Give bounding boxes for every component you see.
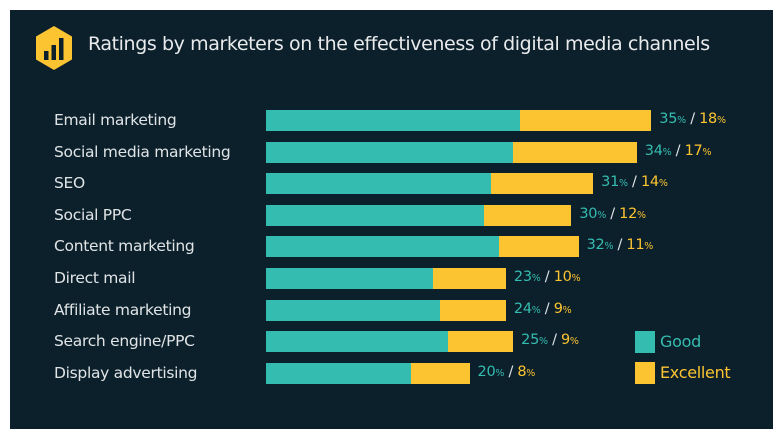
data-label-excellent: 17% [684, 142, 712, 159]
data-label-good: 24% [513, 300, 541, 317]
bar-excellent [440, 299, 506, 321]
category-label: Social media marketing [54, 142, 231, 161]
bar-good [266, 331, 448, 353]
category-label: Affiliate marketing [54, 300, 192, 319]
category-label: Direct mail [54, 269, 136, 287]
bar-good [266, 362, 412, 384]
data-label-separator: / [613, 237, 627, 254]
chart-title: Ratings by marketers on the effectivenes… [88, 33, 710, 55]
data-label-separator: / [504, 363, 518, 380]
data-label-excellent: 18% [699, 111, 726, 127]
data-label-good: 31% [601, 174, 628, 191]
data-label: 20% / 8% [477, 363, 536, 380]
data-label-good: 30% [579, 205, 606, 222]
bar-excellent [484, 204, 572, 226]
data-label-good: 23% [513, 269, 541, 285]
data-label-good: 35% [659, 111, 686, 127]
data-label-separator: / [540, 269, 554, 285]
bar-excellent [491, 173, 594, 195]
bar-good [266, 173, 492, 195]
category-label: Search engine/PPC [54, 332, 195, 351]
data-label-excellent: 11% [626, 237, 654, 254]
bar-good [266, 110, 521, 131]
data-label-excellent: 8% [517, 363, 536, 380]
legend-swatch-good [635, 331, 655, 353]
bar-excellent [433, 268, 506, 289]
data-label-good: 25% [521, 332, 548, 349]
data-label-separator: / [605, 205, 620, 222]
bar-excellent [411, 362, 470, 384]
data-label: 31% / 14% [601, 174, 668, 191]
bar-excellent [513, 141, 637, 163]
data-label-separator: / [671, 142, 685, 159]
data-label-excellent: 14% [640, 174, 668, 191]
data-label: 35% / 18% [659, 111, 726, 127]
data-label-separator: / [540, 300, 554, 317]
bar-excellent [520, 110, 652, 131]
category-label: SEO [54, 174, 85, 193]
data-label-excellent: 9% [560, 332, 579, 349]
data-label-separator: / [627, 174, 641, 191]
bar-chart-hexagon-icon [36, 26, 72, 70]
bar-excellent [447, 331, 514, 353]
data-label-good: 20% [477, 363, 505, 380]
data-label: 24% / 9% [513, 300, 572, 317]
bar-excellent [498, 236, 579, 258]
bar-good [266, 299, 441, 321]
data-label-excellent: 10% [553, 269, 581, 285]
bar-good [266, 204, 485, 226]
data-label: 25% / 9% [521, 332, 579, 349]
category-label: Display advertising [54, 363, 198, 382]
category-label: Social PPC [54, 205, 132, 224]
bar-good [266, 141, 514, 163]
category-label: Email marketing [54, 111, 177, 129]
data-label-excellent: 12% [619, 205, 646, 222]
data-label-separator: / [685, 111, 700, 127]
legend-label-excellent: Excellent [660, 363, 731, 382]
legend-swatch-excellent [635, 362, 655, 384]
data-label: 23% / 10% [513, 269, 581, 285]
data-label-separator: / [547, 332, 561, 349]
data-label-excellent: 9% [553, 300, 572, 317]
data-label: 30% / 12% [579, 205, 646, 222]
data-label-good: 34% [644, 142, 672, 159]
category-label: Content marketing [54, 237, 195, 256]
legend-label-good: Good [660, 332, 701, 351]
data-label: 34% / 17% [644, 142, 712, 159]
data-label-good: 32% [586, 237, 614, 254]
bar-good [266, 236, 499, 258]
bar-good [266, 268, 434, 289]
data-label: 32% / 11% [586, 237, 654, 254]
